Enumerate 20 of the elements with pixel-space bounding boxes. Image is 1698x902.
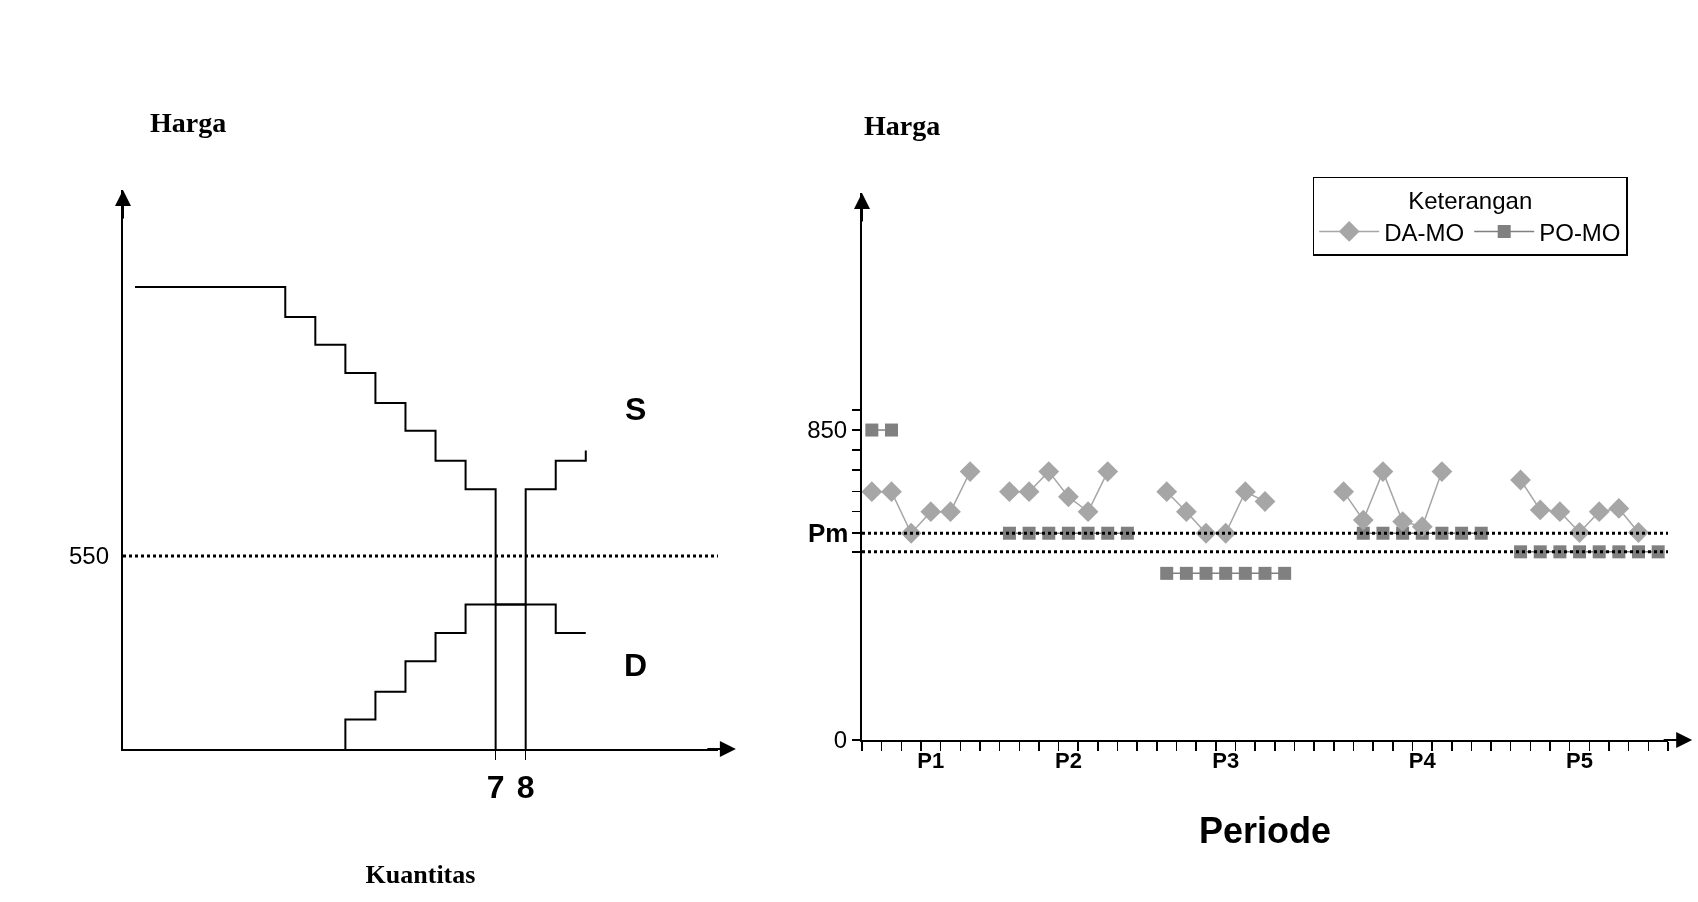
x-tick-label: P4 [1408, 748, 1437, 774]
x-tick-label: 8 [516, 769, 535, 806]
text: 550 [69, 542, 110, 569]
ref-line-label: Pm [808, 518, 849, 548]
y-axis-title: Harga [864, 110, 941, 141]
series-label: S [625, 391, 647, 427]
legend-label: PO-MO [1539, 218, 1621, 246]
y-tick-label: 850 [807, 416, 848, 444]
x-tick-label: P2 [1054, 748, 1082, 774]
x-tick-label: P1 [917, 748, 945, 774]
x-tick-label: P3 [1212, 748, 1240, 774]
y-axis-title: Harga [150, 107, 227, 138]
legend-label: DA-MO [1384, 218, 1465, 246]
x-tick-label: 7 [486, 769, 505, 806]
series-label: D [624, 647, 648, 683]
x-axis-title: Kuantitas [365, 859, 476, 889]
x-tick-label: P5 [1566, 748, 1593, 774]
y-tick-label: 0 [833, 726, 848, 754]
legend-title: Keterangan [1408, 187, 1533, 215]
x-axis-title: Periode [1198, 809, 1332, 851]
